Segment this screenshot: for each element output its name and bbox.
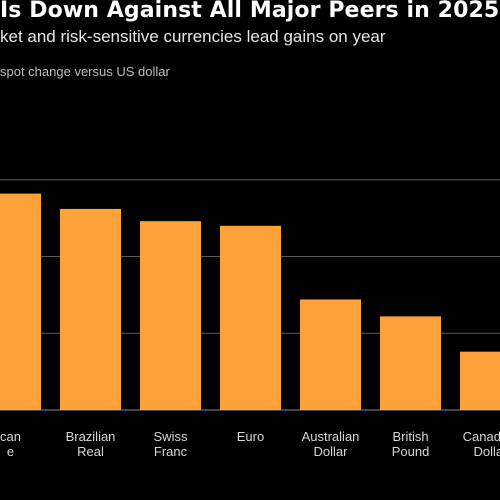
category-label: Australian Dollar	[302, 429, 360, 459]
bar-can	[0, 193, 41, 410]
bar-swiss	[140, 221, 201, 410]
category-labels: can e Brazilian Real Swiss Franc Euro Australia…	[0, 429, 500, 459]
bars	[0, 193, 500, 410]
bar-australian	[300, 299, 361, 410]
bar-brazilian	[60, 208, 121, 410]
bar-euro	[220, 225, 281, 410]
category-label: Brazilian Real	[66, 429, 116, 459]
bar-canadian	[460, 351, 500, 410]
category-label: can e	[0, 429, 21, 459]
chart-subtitle: ket and risk-sensitive currencies lead g…	[0, 27, 386, 46]
category-label: Euro	[237, 429, 264, 444]
bar-british	[380, 316, 441, 410]
category-label: Swiss Franc	[154, 429, 188, 459]
y-axis-label: spot change versus US dollar	[0, 64, 170, 79]
category-label: British Pound	[392, 429, 430, 459]
category-label: CanadianDollar	[463, 429, 500, 459]
chart-title: Is Down Against All Major Peers in 2025	[0, 0, 500, 23]
